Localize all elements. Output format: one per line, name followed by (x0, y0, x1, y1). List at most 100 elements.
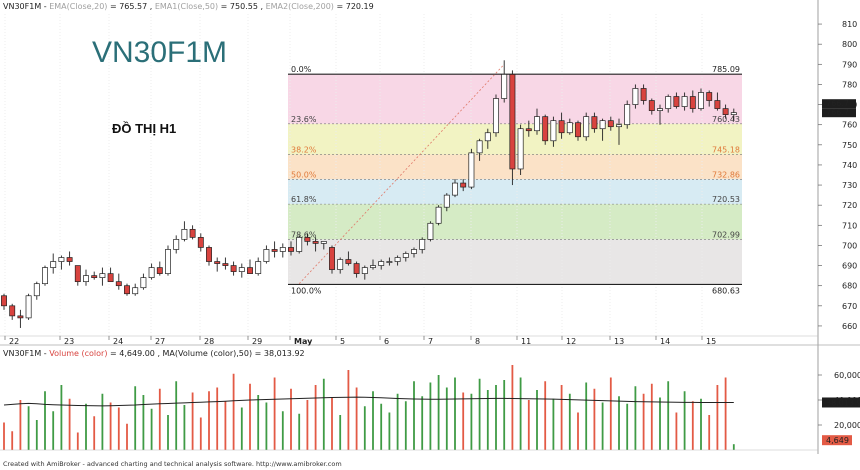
candle-body-34 (279, 247, 286, 252)
candle-body-86 (706, 92, 713, 101)
candle-body-82 (673, 96, 680, 107)
fib-price-label-3: 732.86 (712, 170, 740, 179)
x-tick-label-1: 23 (64, 337, 74, 346)
volume-bar-58 (478, 378, 481, 450)
volume-bar-49 (404, 401, 407, 450)
y-tick-label-3: 690 (842, 262, 857, 271)
candle-body-52 (427, 222, 434, 240)
x-tick-label-7: 5 (340, 337, 345, 346)
x-tick-label-4: 28 (204, 337, 214, 346)
candle-body-24 (197, 237, 204, 248)
volume-ma-line (3, 396, 734, 407)
x-tick-label-2: 24 (113, 337, 123, 346)
volume-bar-22 (183, 405, 186, 450)
volume-bar-13 (109, 402, 112, 450)
volume-bar-65 (536, 390, 538, 450)
volume-bar-31 (257, 395, 260, 450)
candle-body-13 (107, 273, 114, 283)
y-tick-label-13: 790 (842, 60, 857, 69)
volume-bar-79 (650, 383, 653, 450)
candle-body-72 (591, 116, 598, 130)
candle-body-77 (632, 88, 639, 105)
vol-ma-tag-bg (822, 397, 860, 408)
volume-bar-59 (486, 390, 489, 450)
candle-body-0 (1, 295, 7, 307)
candle-body-16 (132, 287, 139, 295)
candle-body-36 (296, 237, 303, 252)
volume-bar-39 (322, 378, 325, 450)
candle-body-3 (25, 295, 32, 319)
volume-bar-51 (421, 396, 424, 450)
x-tick-label-11: 11 (521, 337, 531, 346)
volume-value: 4,649.00 (119, 349, 155, 358)
candle-body-43 (353, 263, 360, 274)
volume-bar-35 (290, 388, 292, 450)
candle-body-1 (9, 305, 16, 317)
candle-body-27 (222, 263, 229, 266)
x-tick-label-8: 6 (384, 337, 389, 346)
candle-body-17 (140, 277, 147, 289)
volume-bar-41 (339, 415, 342, 450)
volume-bar-34 (281, 411, 284, 450)
candle-body-29 (238, 267, 245, 272)
fib-price-label-4: 720.53 (712, 195, 740, 204)
volume-bar-61 (503, 380, 506, 450)
fib-pct-label-4: 61.8% (291, 195, 317, 204)
volume-bar-30 (249, 383, 251, 450)
volume-bar-84 (691, 401, 694, 450)
candle-body-15 (124, 285, 130, 295)
candle-body-42 (345, 259, 352, 264)
volume-bar-81 (667, 381, 670, 450)
x-tick-label-3: 27 (155, 337, 165, 346)
volume-bar-44 (363, 406, 366, 450)
volume-bar-47 (388, 412, 391, 450)
y-tick-label-12: 780 (842, 80, 857, 89)
candle-body-48 (394, 257, 401, 262)
volume-bar-73 (601, 402, 604, 450)
candle-body-66 (542, 116, 549, 142)
fib-pct-label-1: 23.6% (291, 115, 317, 124)
candle-body-87 (714, 100, 721, 109)
candle-body-88 (722, 108, 729, 115)
volume-bar-14 (117, 407, 120, 450)
volume-bar-72 (593, 388, 596, 450)
fib-pct-label-3: 50.0% (291, 170, 317, 179)
y-tick-label-7: 730 (842, 181, 857, 190)
candle-body-6 (50, 261, 57, 268)
volume-bar-28 (232, 373, 235, 450)
vol-tick-label-2: 60,000 (834, 371, 860, 380)
axes: 6606706806907007107207307407507607707807… (0, 0, 860, 454)
volume-bar-36 (298, 413, 301, 450)
volume-bar-54 (445, 387, 448, 450)
volume-bar-25 (208, 391, 210, 450)
volume-bar-57 (470, 393, 473, 450)
ema50-value: 750.55 (230, 2, 258, 11)
candle-body-28 (230, 265, 237, 272)
candle-body-57 (468, 152, 475, 188)
candle-body-58 (476, 140, 483, 154)
ema50-label: EMA1(Close,50) (155, 2, 218, 11)
fib-pct-label-6: 100.0% (291, 286, 322, 295)
y-tick-label-4: 700 (842, 241, 857, 250)
x-tick-label-6: May (294, 337, 313, 346)
volume-bar-12 (101, 393, 104, 450)
candle-body-8 (66, 257, 73, 262)
volume-bar-87 (716, 385, 719, 450)
candle-body-41 (337, 259, 344, 270)
candle-body-21 (173, 239, 180, 250)
candle-body-84 (689, 96, 696, 109)
volume-bar-55 (454, 377, 456, 450)
ema200-value: 720.19 (346, 2, 374, 11)
candle-body-78 (640, 88, 647, 101)
volume-bar-43 (355, 387, 358, 450)
candle-body-83 (681, 96, 688, 107)
volume-bar-11 (93, 416, 96, 450)
candle-body-20 (165, 249, 171, 274)
vol-last-tag-bg (822, 435, 852, 446)
volume-bar-32 (265, 402, 268, 450)
y-tick-label-5: 710 (842, 221, 857, 230)
candle-body-25 (206, 247, 212, 262)
candle-body-71 (583, 116, 590, 138)
y-tick-label-1: 670 (842, 302, 857, 311)
candle-body-11 (91, 275, 98, 278)
